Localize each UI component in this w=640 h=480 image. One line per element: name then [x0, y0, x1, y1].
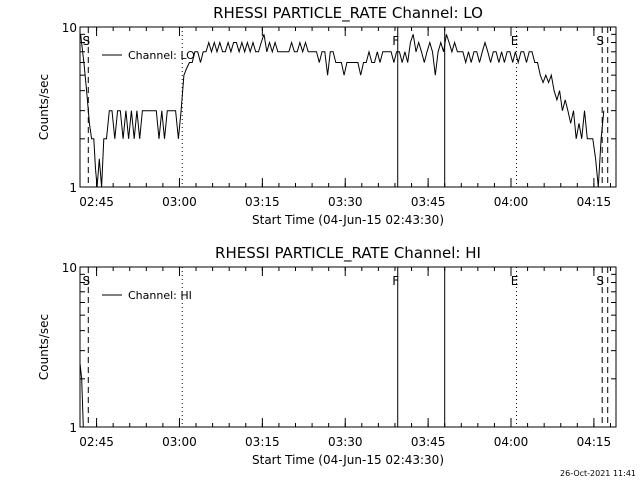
x-axis-label: Start Time (04-Jun-15 02:43:30)	[252, 213, 444, 227]
x-tick-label: 04:00	[494, 435, 529, 449]
event-marker-label: F	[392, 274, 399, 288]
event-marker-label: S	[596, 274, 604, 288]
event-marker-label: F	[392, 34, 399, 48]
legend-label: Channel: HI	[128, 289, 192, 302]
y-tick-label: 10	[62, 21, 77, 35]
data-series-line	[79, 363, 84, 428]
y-axis-label: Counts/sec	[37, 314, 51, 380]
x-tick-label: 03:00	[162, 435, 197, 449]
y-axis-label: Counts/sec	[37, 74, 51, 140]
x-tick-label: 04:00	[494, 195, 529, 209]
x-tick-label: 03:30	[328, 195, 363, 209]
y-tick-label: 1	[69, 181, 77, 195]
y-tick-label: 1	[69, 421, 77, 435]
event-marker-label: E	[511, 34, 519, 48]
x-tick-label: 02:45	[79, 435, 114, 449]
footer-date: 26-Oct-2021 11:41	[560, 469, 636, 478]
x-tick-label: 03:00	[162, 195, 197, 209]
chart-title: RHESSI PARTICLE_RATE Channel: LO	[213, 4, 483, 23]
x-tick-label: 03:15	[245, 435, 280, 449]
x-tick-label: 03:45	[411, 195, 446, 209]
x-tick-label: 03:45	[411, 435, 446, 449]
x-axis-label: Start Time (04-Jun-15 02:43:30)	[252, 453, 444, 467]
event-marker-label: S	[82, 274, 90, 288]
x-tick-label: 04:15	[577, 435, 612, 449]
event-marker-label: E	[511, 274, 519, 288]
event-marker-label: S	[82, 34, 90, 48]
panel-hi: RHESSI PARTICLE_RATE Channel: HI 1 10 02:45…	[37, 244, 617, 467]
y-tick-label: 10	[62, 261, 77, 275]
data-series-line	[80, 34, 605, 188]
panel-lo: RHESSI PARTICLE_RATE Channel: LO 1 10 02:45…	[37, 4, 617, 227]
x-tick-label: 03:30	[328, 435, 363, 449]
legend-label: Channel: LO	[128, 49, 195, 62]
x-tick-label: 03:15	[245, 195, 280, 209]
x-tick-label: 02:45	[79, 195, 114, 209]
x-tick-label: 04:15	[577, 195, 612, 209]
event-marker-label: S	[596, 34, 604, 48]
chart-title: RHESSI PARTICLE_RATE Channel: HI	[215, 244, 481, 263]
